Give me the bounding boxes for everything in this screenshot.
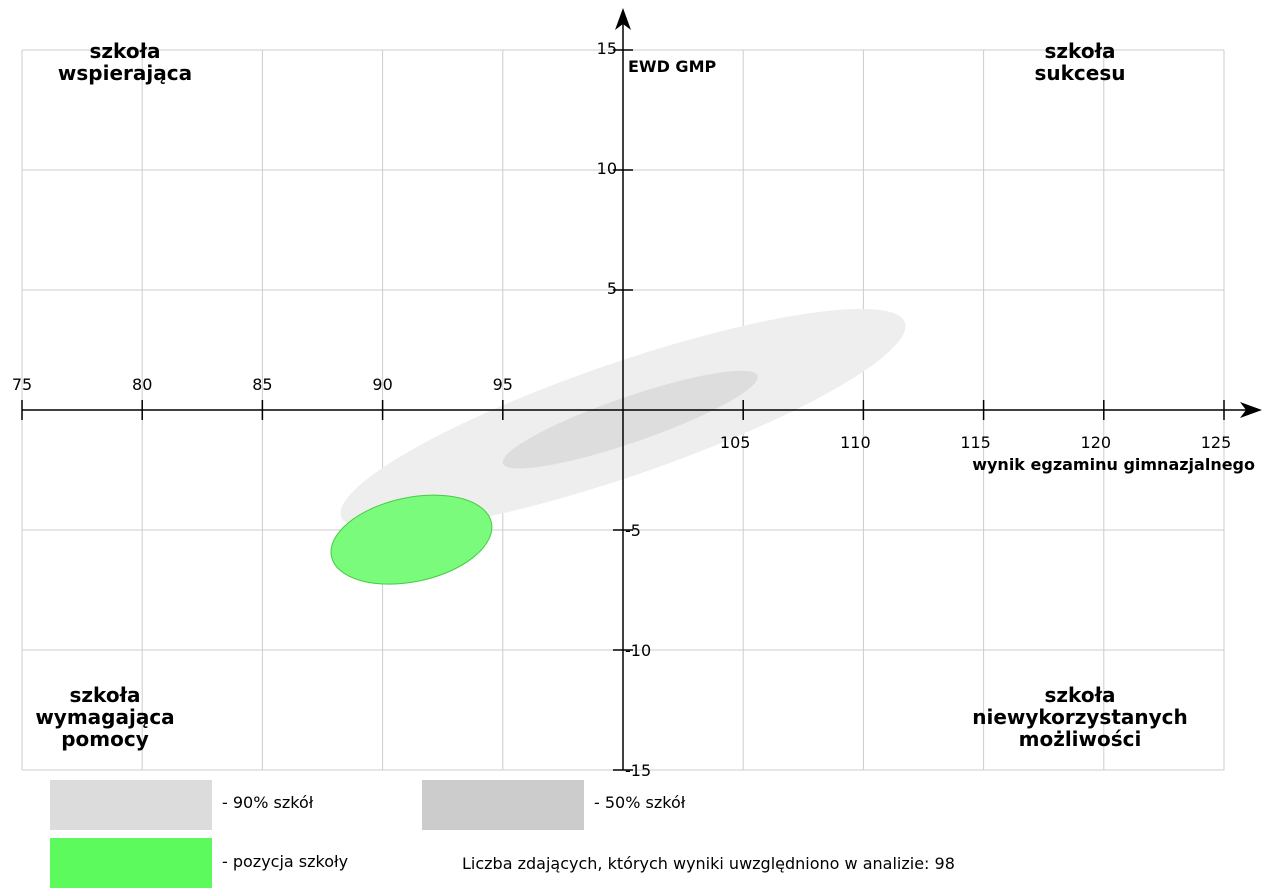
quadrant-bottom-left-label: szkoła wymagająca pomocy bbox=[5, 684, 205, 750]
x-tick-label: 85 bbox=[252, 375, 272, 394]
legend-label-50: - 50% szkół bbox=[594, 793, 686, 812]
quadrant-text: szkoła bbox=[1044, 683, 1116, 707]
legend-swatch-school bbox=[50, 838, 212, 888]
y-tick-label: 10 bbox=[597, 159, 617, 178]
x-tick-label: 80 bbox=[132, 375, 152, 394]
legend-swatch-90 bbox=[50, 780, 212, 830]
quadrant-text: sukcesu bbox=[1034, 61, 1126, 85]
x-tick-label: 90 bbox=[372, 375, 392, 394]
respondents-count: Liczba zdających, których wyniki uwzględ… bbox=[462, 854, 955, 873]
x-tick-label: 110 bbox=[840, 433, 871, 452]
ellipse-50-percent bbox=[502, 370, 758, 469]
quadrant-text: szkoła bbox=[89, 39, 161, 63]
x-tick-label: 105 bbox=[720, 433, 751, 452]
y-tick-label: -15 bbox=[625, 761, 651, 780]
y-axis-label: EWD GMP bbox=[628, 57, 716, 76]
quadrant-text: pomocy bbox=[61, 727, 149, 751]
quadrant-text: szkoła bbox=[69, 683, 141, 707]
quadrant-text: wspierająca bbox=[57, 61, 193, 85]
axes bbox=[22, 8, 1262, 770]
legend-label-school: - pozycja szkoły bbox=[222, 852, 349, 871]
y-tick-label: 5 bbox=[607, 279, 617, 298]
x-axis-label: wynik egzaminu gimnazjalnego bbox=[972, 455, 1255, 474]
legend-label-90: - 90% szkół bbox=[222, 793, 314, 812]
y-tick-label: -10 bbox=[625, 641, 651, 660]
quadrant-text: wymagająca bbox=[35, 705, 175, 729]
school-position-ellipse bbox=[330, 494, 493, 585]
y-tick-label: -5 bbox=[625, 521, 641, 540]
x-axis-arrow bbox=[1240, 402, 1262, 418]
x-tick-label: 125 bbox=[1201, 433, 1232, 452]
quadrant-text: niewykorzystanych bbox=[972, 705, 1188, 729]
x-tick-label: 120 bbox=[1081, 433, 1112, 452]
x-tick-label: 115 bbox=[960, 433, 991, 452]
quadrant-text: możliwości bbox=[1018, 727, 1142, 751]
quadrant-bottom-right-label: szkoła niewykorzystanych możliwości bbox=[935, 684, 1225, 750]
y-tick-label: 15 bbox=[597, 39, 617, 58]
x-tick-label: 95 bbox=[493, 375, 513, 394]
quadrant-top-left-label: szkoła wspierająca bbox=[20, 40, 230, 84]
quadrant-top-right-label: szkoła sukcesu bbox=[975, 40, 1185, 84]
quadrant-text: szkoła bbox=[1044, 39, 1116, 63]
legend-swatch-50 bbox=[422, 780, 584, 830]
x-tick-label: 75 bbox=[12, 375, 32, 394]
y-axis-arrow bbox=[615, 8, 631, 30]
